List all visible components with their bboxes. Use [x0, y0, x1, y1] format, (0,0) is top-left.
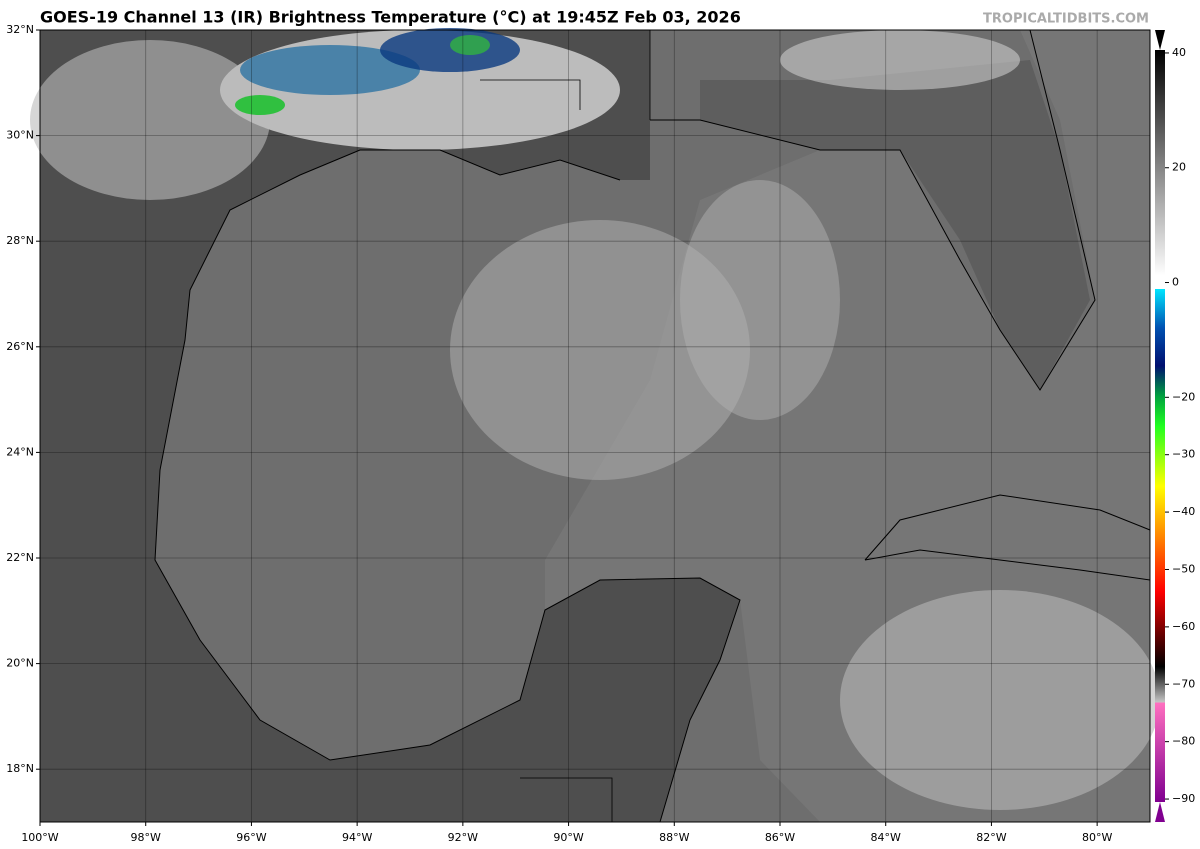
lon-label: 84°W [871, 831, 901, 844]
lon-label: 80°W [1082, 831, 1112, 844]
lat-label: 26°N [6, 340, 34, 353]
colorbar-label: 0 [1172, 276, 1179, 289]
colorbar-label: −60 [1172, 620, 1195, 633]
graticule: 100°W 98°W 96°W 94°W 92°W 90°W 88°W 86°W 84°W 82°… [6, 23, 1150, 844]
lat-label: 32°N [6, 23, 34, 36]
colorbar-label: −80 [1172, 735, 1195, 748]
map-image [30, 28, 1160, 823]
colorbar-label: −40 [1172, 505, 1195, 518]
lat-label: 30°N [6, 129, 34, 142]
colorbar-label: −20 [1172, 390, 1195, 403]
colorbar-ticks: 40 20 0 −20 −30 −40 −50 −60 −70 −80 −90 [1165, 46, 1195, 805]
colorbar-label: −50 [1172, 562, 1195, 575]
lat-label: 20°N [6, 657, 34, 670]
lon-label: 98°W [131, 831, 161, 844]
map-frame [39, 29, 1151, 823]
colorbar-top [1155, 30, 1165, 50]
lon-label: 90°W [553, 831, 583, 844]
title: GOES-19 Channel 13 (IR) Brightness Tempe… [40, 8, 741, 27]
colorbar-label: −30 [1172, 448, 1195, 461]
colorbar-label: −90 [1172, 792, 1195, 805]
lat-label: 28°N [6, 234, 34, 247]
lon-label: 100°W [21, 831, 58, 844]
colorbar-label: 40 [1172, 46, 1186, 59]
colorbar-bottom [1155, 802, 1165, 822]
watermark: TROPICALTIDBITS.COM [983, 12, 1149, 27]
lon-label: 96°W [236, 831, 266, 844]
colorbar-label: −70 [1172, 677, 1195, 690]
lon-label: 92°W [448, 831, 478, 844]
lat-label: 22°N [6, 551, 34, 564]
colorbar-label: 20 [1172, 161, 1186, 174]
colorbar [1155, 50, 1165, 802]
lon-label: 82°W [976, 831, 1006, 844]
lon-label: 86°W [765, 831, 795, 844]
lon-label: 88°W [659, 831, 689, 844]
lat-label: 24°N [6, 445, 34, 458]
lon-label: 94°W [342, 831, 372, 844]
lat-label: 18°N [6, 762, 34, 775]
